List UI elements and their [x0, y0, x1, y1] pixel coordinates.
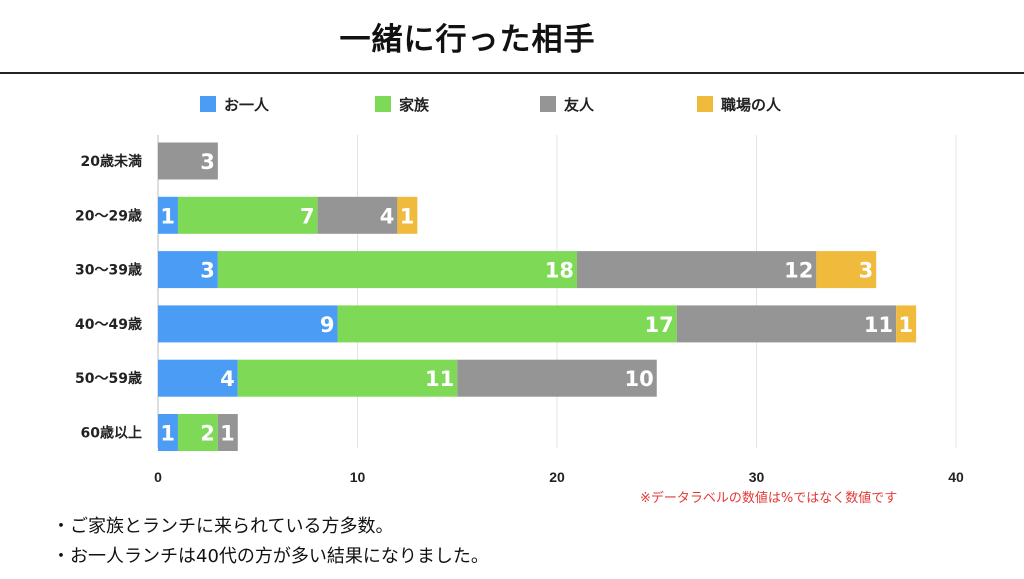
- data-label: 1: [220, 422, 235, 446]
- data-label: 1: [898, 313, 913, 337]
- bar-segment: [816, 251, 877, 289]
- bar-segment: [158, 359, 238, 397]
- bar-segment: [337, 305, 677, 343]
- bar-segment: [896, 305, 917, 343]
- data-label: 7: [300, 204, 315, 228]
- bar-segment: [158, 196, 178, 234]
- bar-segment: [177, 414, 218, 451]
- bar-segment: [317, 196, 398, 234]
- data-label: 1: [160, 422, 175, 446]
- data-label: 10: [625, 367, 654, 391]
- bar-segment: [158, 414, 178, 451]
- y-category-label: 20歳未満: [81, 153, 142, 170]
- x-tick-label: 10: [350, 469, 366, 485]
- bar-segment: [217, 251, 577, 289]
- summary-bullet-1: ・ご家族とランチに来られている方多数。: [52, 516, 394, 537]
- legend-swatch-1: [200, 96, 216, 112]
- legend-label: 職場の人: [721, 96, 782, 114]
- bar-segment: [397, 196, 418, 234]
- data-label: 3: [859, 259, 874, 283]
- bar-segment: [158, 305, 338, 343]
- data-label: 11: [864, 313, 893, 337]
- data-label: 3: [200, 150, 215, 174]
- data-label: 11: [425, 367, 454, 391]
- bar-segment: [237, 359, 458, 397]
- x-tick-label: 40: [948, 469, 964, 485]
- title-divider: [0, 72, 1024, 74]
- legend-label: 友人: [564, 96, 595, 114]
- data-label: 17: [644, 313, 673, 337]
- bar-segment: [158, 142, 218, 180]
- x-tick-label: 30: [749, 469, 765, 485]
- summary-bullet-2: ・お一人ランチは40代の方が多い結果になりました。: [52, 546, 489, 567]
- bar-segment: [158, 251, 218, 289]
- bar-segment: [676, 305, 897, 343]
- data-label: 12: [784, 259, 813, 283]
- y-category-label: 50〜59歳: [75, 370, 142, 387]
- x-tick-label: 20: [549, 469, 565, 485]
- x-tick-label: 0: [154, 469, 162, 485]
- y-category-label: 40〜49歳: [75, 316, 142, 333]
- data-label: 4: [220, 367, 235, 391]
- y-category-label: 30〜39歳: [75, 262, 142, 279]
- data-label: 3: [200, 259, 215, 283]
- chart-title: 一緒に行った相手: [339, 22, 596, 58]
- data-label: 9: [320, 313, 335, 337]
- legend-swatch-4: [697, 96, 713, 112]
- data-label: 1: [160, 204, 175, 228]
- data-label: 4: [380, 204, 395, 228]
- y-category-label: 20〜29歳: [75, 207, 142, 224]
- legend-swatch-2: [375, 96, 391, 112]
- bar-segment: [177, 196, 318, 234]
- bar-segment: [217, 414, 238, 451]
- data-label: 1: [400, 204, 415, 228]
- legend-swatch-3: [540, 96, 556, 112]
- data-label: 2: [200, 422, 215, 446]
- bar-segment: [576, 251, 817, 289]
- y-category-label: 60歳以上: [81, 425, 142, 442]
- legend-label: 家族: [399, 96, 430, 114]
- legend-label: お一人: [224, 96, 270, 114]
- summary-bullets: ・ご家族とランチに来られている方多数。 ・お一人ランチは40代の方が多い結果にな…: [52, 512, 489, 572]
- bar-segment: [457, 359, 657, 397]
- data-label: 18: [545, 259, 574, 283]
- data-label-note: ※データラベルの数値は%ではなく数値です: [640, 491, 898, 506]
